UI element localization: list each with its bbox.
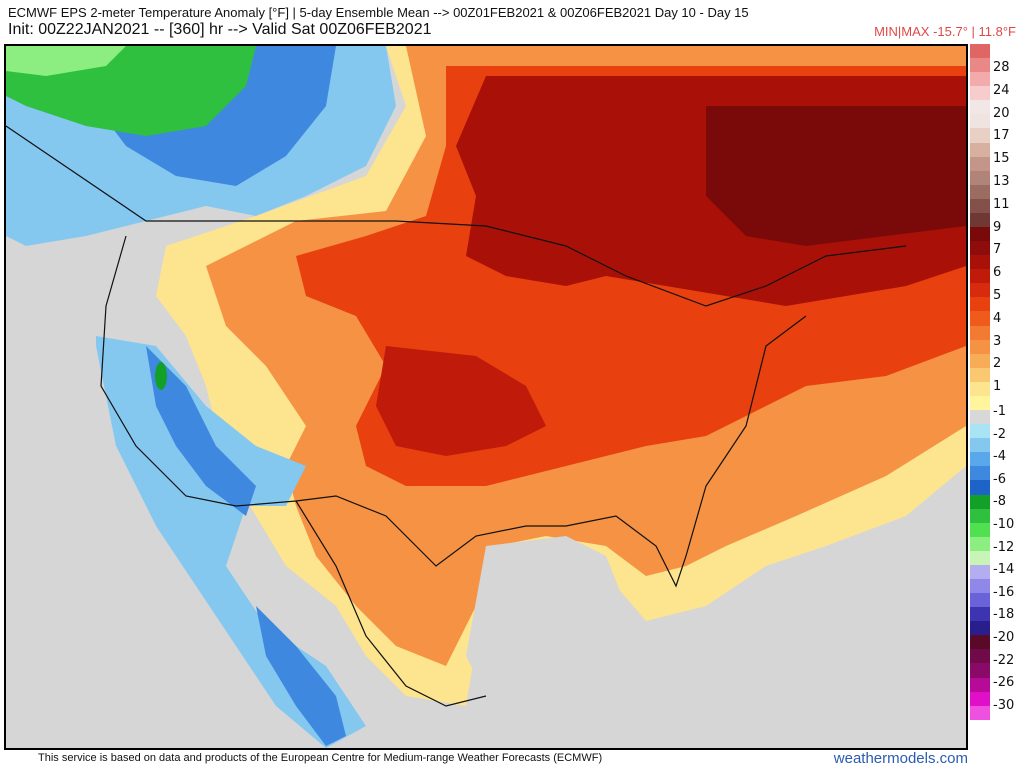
color-scale-segment [970, 649, 990, 664]
color-scale-tick: -6 [993, 471, 1006, 487]
color-scale-tick: 11 [993, 196, 1010, 212]
atlantic-neutral [606, 496, 966, 748]
color-scale-segment [970, 607, 990, 622]
color-scale-segment [970, 198, 990, 213]
init-valid-time: Init: 00Z22JAN2021 -- [360] hr --> Valid… [8, 21, 432, 38]
gulf-of-mexico-neutral [466, 536, 626, 696]
color-scale-segment [970, 480, 990, 495]
color-scale-tick: -8 [993, 494, 1006, 510]
color-scale-segment [970, 311, 990, 326]
color-scale-segment [970, 691, 990, 706]
color-scale-tick: 17 [993, 128, 1010, 144]
color-scale-segment [970, 663, 990, 678]
color-scale-segment [970, 508, 990, 523]
color-scale-segment [970, 325, 990, 340]
color-scale-tick: 6 [993, 265, 1002, 281]
color-scale-tick: 5 [993, 288, 1002, 303]
color-scale-segment [970, 100, 990, 115]
color-scale-tick: 2 [993, 356, 1002, 372]
color-scale-tick: -22 [993, 652, 1015, 668]
color-scale-segment [970, 241, 990, 256]
color-scale-segment [970, 367, 990, 382]
color-scale-segment [970, 424, 990, 439]
color-scale-segment [970, 128, 990, 143]
color-scale-tick: 7 [993, 242, 1002, 258]
warm-anomaly-max [706, 106, 966, 246]
min-max-readout: MIN|MAX -15.7° | 11.8°F [874, 24, 1016, 39]
cold-anomaly-southwest [96, 336, 366, 748]
cold-anomaly-southwest-core [146, 346, 256, 516]
color-scale-tick: 15 [993, 151, 1010, 167]
cold-anomaly-mexico-coast [256, 606, 346, 746]
color-scale-segment [970, 353, 990, 368]
color-scale-segment [970, 142, 990, 157]
warm-anomaly-plains [376, 346, 546, 456]
color-scale-bar [970, 44, 990, 720]
color-scale-tick: -12 [993, 539, 1015, 555]
color-scale-segment [970, 170, 990, 185]
color-scale-segment [970, 621, 990, 636]
color-scale-segment [970, 536, 990, 551]
color-scale-tick: 3 [993, 333, 1002, 349]
color-scale-segment [970, 635, 990, 650]
color-scale-segment [970, 297, 990, 312]
color-scale-tick: -16 [993, 584, 1015, 600]
color-scale-segment [970, 410, 990, 425]
color-scale-segment [970, 86, 990, 101]
color-scale-segment [970, 593, 990, 608]
color-scale-segment [970, 58, 990, 73]
color-scale-segment [970, 339, 990, 354]
color-scale-tick: 20 [993, 105, 1010, 121]
anomaly-field [6, 46, 966, 748]
temperature-anomaly-map [4, 44, 968, 750]
color-scale-segment [970, 283, 990, 298]
color-scale-tick: -26 [993, 675, 1015, 691]
color-scale-segment [970, 578, 990, 594]
color-scale-segment [970, 72, 990, 87]
color-scale-segment [970, 395, 990, 411]
color-scale-segment [970, 550, 990, 565]
color-scale-segment [970, 44, 990, 59]
color-scale-segment [970, 269, 990, 284]
color-scale-segment [970, 381, 990, 396]
color-scale-segment [970, 255, 990, 270]
color-scale-segment [970, 156, 990, 171]
color-scale-tick: -10 [993, 517, 1015, 532]
color-scale-segment [970, 522, 990, 537]
color-scale-tick: 24 [993, 82, 1010, 98]
map-title: ECMWF EPS 2-meter Temperature Anomaly [°… [8, 5, 749, 20]
color-scale-segment [970, 705, 990, 720]
cold-anomaly-pocket-green [155, 362, 167, 390]
cold-anomaly-green-light [6, 46, 126, 76]
color-scale-segment [970, 452, 990, 467]
color-scale-segment [970, 227, 990, 242]
color-scale-segment [970, 184, 990, 199]
color-scale-tick: 13 [993, 174, 1010, 189]
color-scale-tick: -14 [993, 562, 1015, 578]
pacific-neutral [6, 246, 276, 748]
color-scale-segment [970, 466, 990, 481]
color-scale-tick: -20 [993, 630, 1015, 645]
color-scale-tick: 4 [993, 310, 1002, 326]
color-scale-segment [970, 114, 990, 129]
color-scale-segment [970, 564, 990, 579]
color-scale-segment [970, 212, 990, 228]
color-scale-tick: 9 [993, 219, 1002, 235]
color-scale-segment [970, 677, 990, 692]
political-borders [6, 125, 907, 707]
color-scale-tick: -2 [993, 426, 1006, 442]
color-scale-segment [970, 494, 990, 509]
color-scale-segment [970, 438, 990, 453]
color-scale-tick: -4 [993, 449, 1006, 465]
color-scale-tick: -1 [993, 404, 1006, 419]
color-scale-tick: -18 [993, 607, 1015, 623]
color-scale-tick: 1 [993, 379, 1002, 395]
data-disclaimer: This service is based on data and produc… [38, 752, 603, 764]
brand-link[interactable]: weathermodels.com [833, 750, 968, 767]
color-scale-tick: 28 [993, 60, 1010, 75]
color-scale-tick: -30 [993, 697, 1015, 713]
